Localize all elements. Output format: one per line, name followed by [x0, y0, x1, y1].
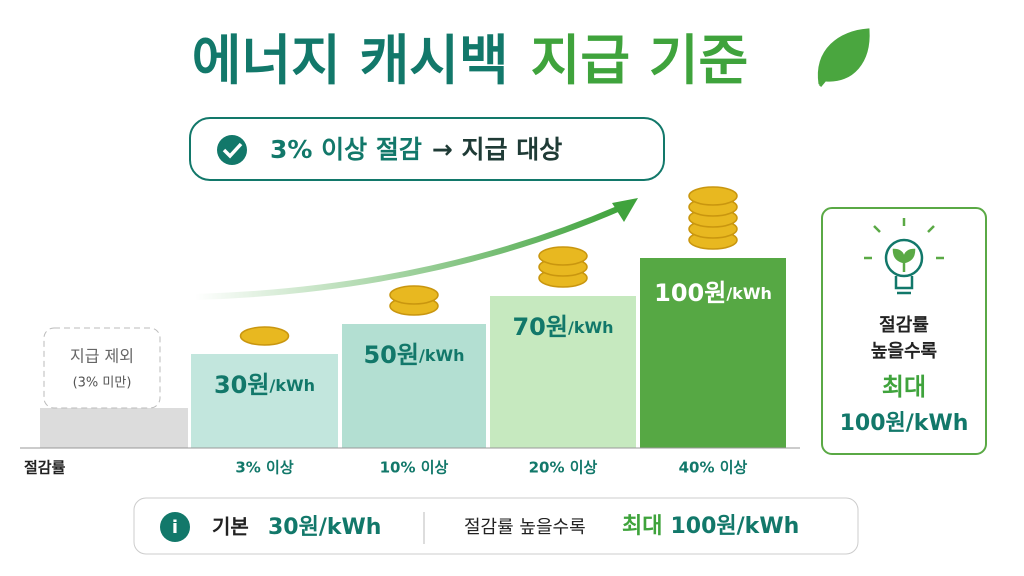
coin	[538, 246, 588, 266]
badge-text: 3% 이상 절감 → 지급 대상	[270, 135, 562, 164]
footer-desc: 절감률 높을수록	[464, 517, 586, 538]
tier-amount: 50원/kWh	[363, 341, 464, 369]
tier-amount-unit: /kWh	[269, 376, 315, 395]
excluded-label: 지급 제외	[70, 347, 134, 366]
title-part: 지급 기준	[531, 29, 749, 92]
excluded-note: (3% 미만)	[73, 376, 132, 391]
coin	[389, 285, 439, 305]
info-icon	[160, 512, 190, 542]
axis-label: 절감률	[24, 459, 66, 477]
side-text: 절감률	[879, 315, 929, 336]
tier-amount-value: 30원	[214, 371, 269, 399]
footer-base-label: 기본	[212, 515, 249, 539]
title-part: 에너지 캐시백	[192, 29, 509, 92]
tier-bar	[342, 324, 486, 448]
info-glyph: i	[172, 517, 178, 538]
footer-max-label: 최대	[622, 514, 662, 539]
footer-base-value: 30원/kWh	[268, 515, 381, 540]
tier-threshold: 3% 이상	[235, 459, 293, 477]
leaf-icon	[817, 28, 870, 87]
check-mark	[222, 142, 243, 159]
tier-bar	[490, 296, 636, 448]
side-max: 최대	[882, 373, 926, 401]
tier-amount: 70원/kWh	[512, 313, 613, 341]
tier-bar	[191, 354, 338, 448]
arrow-head	[612, 198, 638, 222]
check-icon	[217, 135, 247, 165]
footer-max-value: 100원/kWh	[670, 514, 799, 539]
excluded-bar	[40, 408, 188, 448]
title: 에너지 캐시백 지급 기준	[192, 29, 748, 92]
tier-amount-unit: /kWh	[568, 318, 614, 337]
tier-amount-value: 70원	[512, 313, 567, 341]
bulb-icon	[864, 218, 944, 295]
tier-amount-unit: /kWh	[726, 284, 772, 303]
tier-threshold: 40% 이상	[679, 459, 748, 477]
tier-threshold: 20% 이상	[529, 459, 598, 477]
side-box	[821, 207, 987, 455]
tier-amount-value: 100원	[654, 279, 726, 307]
tier-amount: 30원/kWh	[214, 371, 315, 399]
coin	[688, 186, 738, 206]
badge	[189, 117, 665, 181]
footer-max: 최대 100원/kWh	[622, 514, 799, 539]
badge-rest: → 지급 대상	[432, 135, 562, 164]
badge-highlight: 3% 이상 절감	[270, 135, 422, 164]
tier-amount-value: 50원	[363, 341, 418, 369]
tier-amount: 100원/kWh	[654, 279, 772, 307]
tier-amount-unit: /kWh	[419, 346, 465, 365]
coin	[239, 326, 290, 346]
trend-arrow	[194, 205, 622, 300]
footer-box	[133, 497, 859, 555]
side-text: 높을수록	[871, 341, 937, 362]
tier-threshold: 10% 이상	[380, 459, 449, 477]
tiers: 30원/kWh 3% 이상 50원/kWh 10% 이상 70원/kWh 20% 이상 10…	[191, 186, 786, 477]
side-value: 100원/kWh	[840, 411, 969, 436]
excluded-box	[43, 327, 161, 409]
tier-bar	[640, 258, 786, 448]
